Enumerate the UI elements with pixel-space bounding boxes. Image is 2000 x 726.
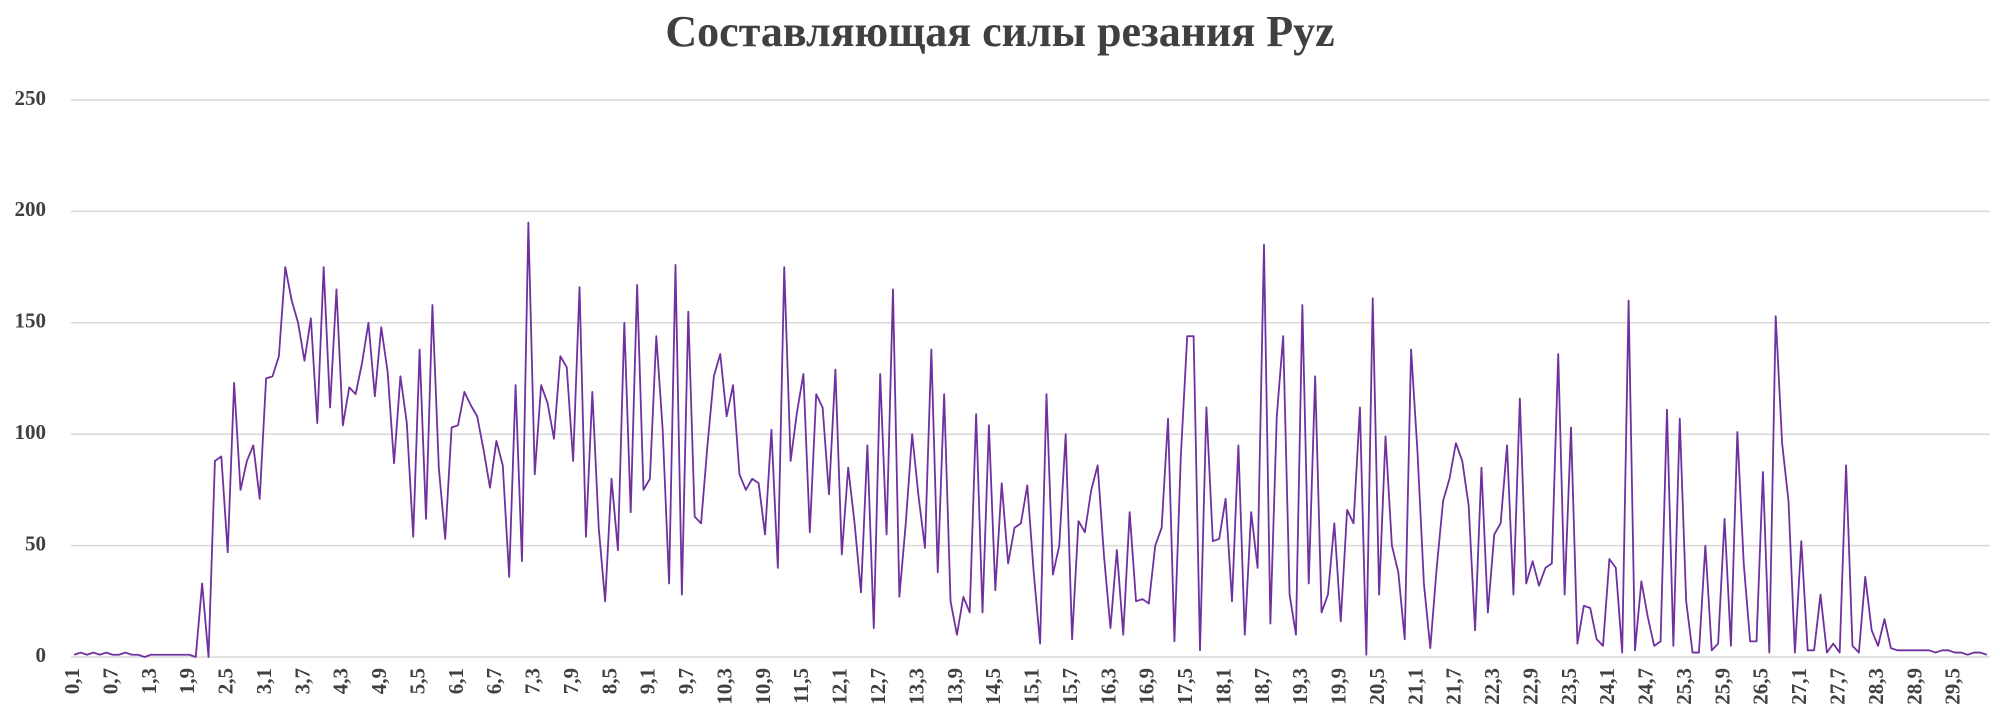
x-tick-label: 10,9 — [751, 668, 775, 705]
x-tick-label: 0,1 — [60, 668, 84, 694]
x-tick-label: 27,1 — [1787, 668, 1811, 705]
x-tick-label: 16,9 — [1135, 668, 1159, 705]
x-tick-label: 22,3 — [1480, 668, 1504, 705]
x-tick-label: 22,9 — [1518, 668, 1542, 705]
x-tick-label: 10,3 — [712, 668, 736, 705]
x-tick-label: 13,9 — [943, 668, 967, 705]
y-tick-label: 50 — [25, 531, 46, 555]
x-tick-label: 24,1 — [1595, 668, 1619, 705]
x-tick-label: 14,5 — [981, 668, 1005, 705]
x-tick-label: 21,7 — [1442, 668, 1466, 705]
x-tick-label: 15,7 — [1058, 668, 1082, 705]
x-tick-label: 9,1 — [636, 668, 660, 694]
y-tick-label: 250 — [15, 86, 47, 110]
y-tick-label: 150 — [15, 309, 47, 333]
x-tick-label: 4,3 — [329, 668, 353, 694]
x-tick-label: 4,9 — [367, 668, 391, 694]
x-tick-label: 15,1 — [1020, 668, 1044, 705]
x-tick-label: 28,9 — [1902, 668, 1926, 705]
x-tick-label: 2,5 — [214, 668, 238, 694]
x-tick-label: 19,9 — [1327, 668, 1351, 705]
y-tick-label: 200 — [15, 197, 47, 221]
x-tick-label: 5,5 — [405, 668, 429, 694]
x-tick-label: 12,1 — [828, 668, 852, 705]
x-tick-label: 18,7 — [1250, 668, 1274, 705]
x-tick-label: 8,5 — [597, 668, 621, 694]
x-tick-label: 18,1 — [1211, 668, 1235, 705]
x-tick-label: 11,5 — [789, 668, 813, 704]
x-tick-label: 20,5 — [1365, 668, 1389, 705]
line — [73, 221, 1988, 658]
chart-title: Составляющая силы резания Pyz — [665, 7, 1334, 56]
x-tick-label: 6,7 — [482, 668, 506, 694]
y-tick-label: 0 — [36, 643, 47, 667]
x-tick-label: 12,7 — [866, 668, 890, 705]
x-tick-label: 17,5 — [1173, 668, 1197, 705]
x-tick-label: 13,3 — [904, 668, 928, 705]
x-tick-label: 26,5 — [1749, 668, 1773, 705]
x-tick-label: 27,7 — [1825, 668, 1849, 705]
y-tick-label: 100 — [15, 420, 47, 444]
x-tick-label: 24,7 — [1634, 668, 1658, 705]
x-tick-label: 9,7 — [674, 668, 698, 694]
x-tick-label: 28,3 — [1864, 668, 1888, 705]
x-tick-label: 3,7 — [290, 668, 314, 694]
x-tick-label: 19,3 — [1288, 668, 1312, 705]
x-tick-label: 23,5 — [1557, 668, 1581, 705]
x-tick-label: 25,9 — [1710, 668, 1734, 705]
x-tick-label: 16,3 — [1096, 668, 1120, 705]
x-tick-label: 0,7 — [98, 668, 122, 694]
x-tick-label: 21,1 — [1403, 668, 1427, 705]
x-tick-label: 1,3 — [137, 668, 161, 694]
x-tick-label: 7,3 — [521, 668, 545, 694]
x-tick-label: 7,9 — [559, 668, 583, 694]
x-tick-label: 1,9 — [175, 668, 199, 694]
x-tick-label: 3,1 — [252, 668, 276, 694]
x-tick-label: 6,1 — [444, 668, 468, 694]
x-tick-label: 29,5 — [1941, 668, 1965, 705]
x-tick-label: 25,3 — [1672, 668, 1696, 705]
